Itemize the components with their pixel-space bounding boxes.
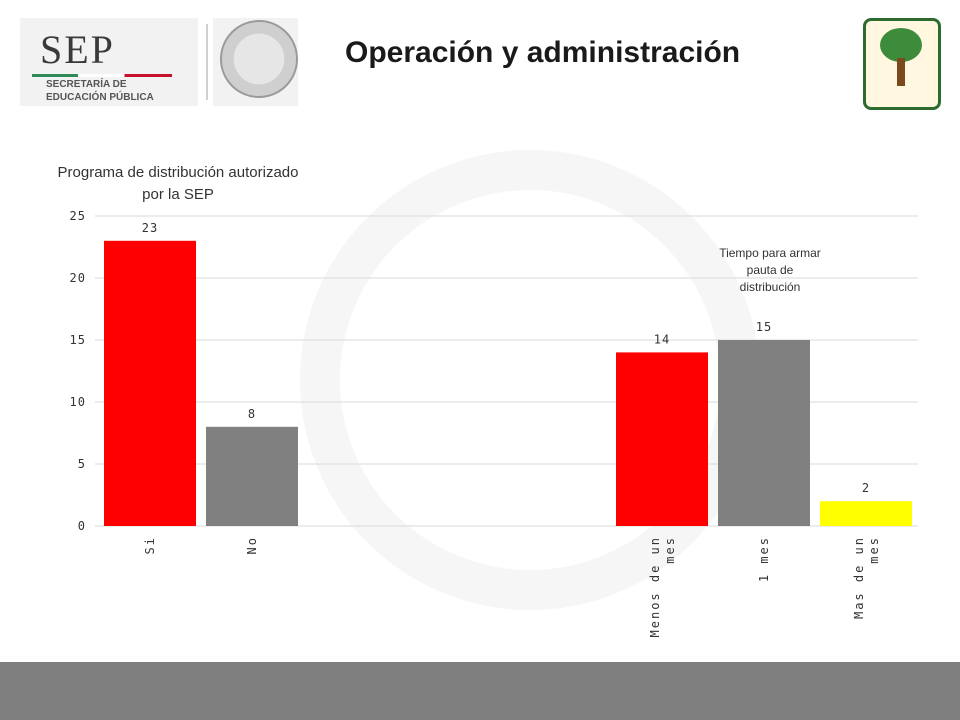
sep-logo-subtitle-2: EDUCACIÓN PÚBLICA <box>46 92 154 103</box>
sep-logo <box>20 18 198 106</box>
chart-title: Programa de distribución autorizado <box>58 164 299 181</box>
page-title: Operación y administración <box>345 36 741 69</box>
x-category-label: 1 mes <box>757 536 771 582</box>
tree-trunk-icon <box>897 58 905 86</box>
y-tick-label: 25 <box>70 209 86 223</box>
data-label: 15 <box>756 320 772 334</box>
y-tick-label: 15 <box>70 333 86 347</box>
header: SEP SECRETARÍA DE EDUCACIÓN PÚBLICA Oper… <box>0 0 960 130</box>
data-label: 14 <box>654 332 670 346</box>
x-category-label: Si <box>143 536 157 554</box>
chart-title: por la SEP <box>142 186 214 203</box>
x-category-label: Mas de un <box>852 536 866 619</box>
chart-title: distribución <box>740 280 801 294</box>
sep-logo-subtitle: SECRETARÍA DE EDUCACIÓN PÚBLICA <box>46 78 154 104</box>
x-category-label: No <box>245 536 259 554</box>
y-tick-label: 5 <box>78 457 86 471</box>
national-seal-icon <box>220 20 298 98</box>
data-label: 2 <box>862 481 870 495</box>
x-category-label: Menos de un <box>648 536 662 637</box>
footer-bar <box>0 662 960 720</box>
bar <box>104 240 196 527</box>
bar <box>616 352 708 526</box>
y-tick-label: 10 <box>70 395 86 409</box>
bar <box>718 340 810 526</box>
chart-title: pauta de <box>747 263 794 277</box>
data-label: 8 <box>248 407 256 421</box>
y-tick-label: 20 <box>70 271 86 285</box>
sep-logo-subtitle-1: SECRETARÍA DE <box>46 79 127 90</box>
bar <box>206 426 298 526</box>
x-category-label: mes <box>867 536 881 564</box>
tree-icon <box>880 28 922 62</box>
x-category-label: mes <box>663 536 677 564</box>
data-label: 23 <box>142 221 158 235</box>
y-tick-label: 0 <box>78 519 86 533</box>
chart-title: Tiempo para armar <box>719 246 821 260</box>
sep-logo-text: SEP <box>40 27 115 72</box>
sep-logo-flag-line <box>32 74 172 77</box>
bar <box>820 501 912 526</box>
logo-divider <box>206 24 208 100</box>
